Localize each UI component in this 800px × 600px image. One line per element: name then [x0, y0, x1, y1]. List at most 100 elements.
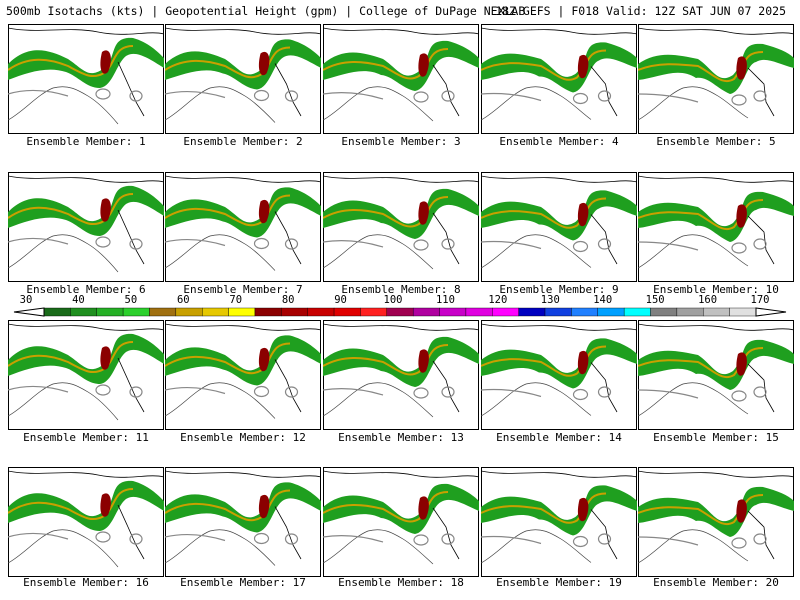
colorbar-right-arrow	[755, 307, 787, 317]
ensemble-member-panel	[8, 467, 164, 577]
colorbar-swatch	[729, 307, 757, 317]
ensemble-member-panel	[165, 24, 321, 134]
ensemble-member-panel	[323, 24, 479, 134]
colorbar-swatch	[122, 307, 150, 317]
ensemble-member-label: Ensemble Member: 12	[180, 431, 306, 444]
colorbar-swatch	[202, 307, 229, 317]
jet-stream-map	[8, 172, 164, 282]
colorbar-swatch	[43, 307, 71, 317]
ensemble-member-panel	[8, 24, 164, 134]
ensemble-member-panel	[481, 320, 637, 430]
colorbar-tick-label: 170	[750, 294, 770, 306]
jet-stream-map	[481, 320, 637, 430]
jet-stream-map	[165, 467, 321, 577]
ensemble-member-panel	[638, 320, 794, 430]
ensemble-member-panel	[8, 172, 164, 282]
colorbar-swatch	[650, 307, 678, 317]
ensemble-member-label: Ensemble Member: 15	[653, 431, 779, 444]
colorbar-swatch	[228, 307, 256, 317]
ensemble-member-panel	[481, 24, 637, 134]
ensemble-member-panel	[638, 172, 794, 282]
colorbar-swatch	[307, 307, 335, 317]
colorbar-tick-label: 30	[19, 294, 33, 306]
colorbar-swatch	[412, 307, 440, 317]
ensemble-member-panel	[638, 24, 794, 134]
ensemble-member-panel	[638, 467, 794, 577]
colorbar-swatch	[175, 307, 203, 317]
jet-stream-map	[638, 172, 794, 282]
colorbar-swatch	[703, 307, 730, 317]
colorbar-swatch	[623, 307, 651, 317]
ensemble-member-label: Ensemble Member: 8	[341, 283, 461, 296]
ensemble-member-label: Ensemble Member: 13	[338, 431, 464, 444]
colorbar-swatch	[465, 307, 493, 317]
colorbar-swatch	[149, 307, 177, 317]
colorbar-swatch	[544, 307, 572, 317]
ensemble-member-panel	[323, 172, 479, 282]
ensemble-member-label: Ensemble Member: 6	[26, 283, 146, 296]
colorbar-swatch	[386, 307, 414, 317]
ensemble-member-label: Ensemble Member: 14	[496, 431, 622, 444]
colorbar-graphic	[13, 307, 787, 317]
colorbar-tick-label: 80	[281, 294, 295, 306]
colorbar-swatch	[281, 307, 308, 317]
colorbar-tick-label: 100	[383, 294, 403, 306]
ensemble-member-label: Ensemble Member: 10	[653, 283, 779, 296]
jet-stream-map	[481, 24, 637, 134]
ensemble-member-label: Ensemble Member: 4	[499, 135, 619, 148]
colorbar-tick-label: 150	[645, 294, 665, 306]
isotach-colorbar: 30 40 50 60 70 80 90 100 110 120 130 140 150 160 170	[0, 294, 800, 322]
jet-stream-map	[481, 467, 637, 577]
colorbar-tick-label: 160	[698, 294, 718, 306]
ensemble-member-label: Ensemble Member: 9	[499, 283, 619, 296]
ensemble-member-label: Ensemble Member: 18	[338, 576, 464, 589]
jet-stream-map	[323, 467, 479, 577]
ensemble-member-label: Ensemble Member: 1	[26, 135, 146, 148]
colorbar-left-arrow	[13, 307, 45, 317]
jet-stream-map	[323, 24, 479, 134]
map-header-right: 18Z GEFS | F018 Valid: 12Z SAT JUN 07 20…	[495, 4, 786, 18]
ensemble-member-label: Ensemble Member: 20	[653, 576, 779, 589]
colorbar-tick-label: 120	[488, 294, 508, 306]
map-header-left: 500mb Isotachs (kts) | Geopotential Heig…	[6, 4, 526, 18]
jet-stream-map	[323, 172, 479, 282]
jet-stream-map	[638, 24, 794, 134]
colorbar-tick-label: 50	[124, 294, 138, 306]
ensemble-member-label: Ensemble Member: 5	[656, 135, 776, 148]
colorbar-swatch	[492, 307, 519, 317]
ensemble-member-label: Ensemble Member: 17	[180, 576, 306, 589]
jet-stream-map	[481, 172, 637, 282]
colorbar-swatch	[360, 307, 388, 317]
ensemble-member-label: Ensemble Member: 16	[23, 576, 149, 589]
colorbar-swatch	[254, 307, 282, 317]
ensemble-member-panel	[165, 172, 321, 282]
ensemble-member-label: Ensemble Member: 19	[496, 576, 622, 589]
colorbar-swatch	[333, 307, 361, 317]
colorbar-swatch	[439, 307, 467, 317]
jet-stream-map	[638, 320, 794, 430]
ensemble-member-label: Ensemble Member: 11	[23, 431, 149, 444]
colorbar-tick-label: 110	[435, 294, 455, 306]
colorbar-tick-label: 40	[72, 294, 85, 306]
colorbar-swatch	[676, 307, 704, 317]
colorbar-tick-label: 130	[540, 294, 560, 306]
colorbar-swatch	[518, 307, 546, 317]
ensemble-member-label: Ensemble Member: 2	[183, 135, 303, 148]
jet-stream-map	[165, 24, 321, 134]
ensemble-member-panel	[481, 467, 637, 577]
ensemble-member-panel	[323, 467, 479, 577]
ensemble-member-panel	[481, 172, 637, 282]
jet-stream-map	[165, 172, 321, 282]
jet-stream-map	[165, 320, 321, 430]
jet-stream-map	[8, 320, 164, 430]
jet-stream-map	[323, 320, 479, 430]
jet-stream-map	[8, 467, 164, 577]
ensemble-member-panel	[8, 320, 164, 430]
ensemble-member-panel	[165, 320, 321, 430]
colorbar-tick-label: 140	[593, 294, 613, 306]
colorbar-tick-label: 70	[229, 294, 243, 306]
ensemble-member-label: Ensemble Member: 7	[183, 283, 303, 296]
colorbar-tick-label: 90	[334, 294, 347, 306]
ensemble-member-label: Ensemble Member: 3	[341, 135, 461, 148]
ensemble-member-panel	[323, 320, 479, 430]
